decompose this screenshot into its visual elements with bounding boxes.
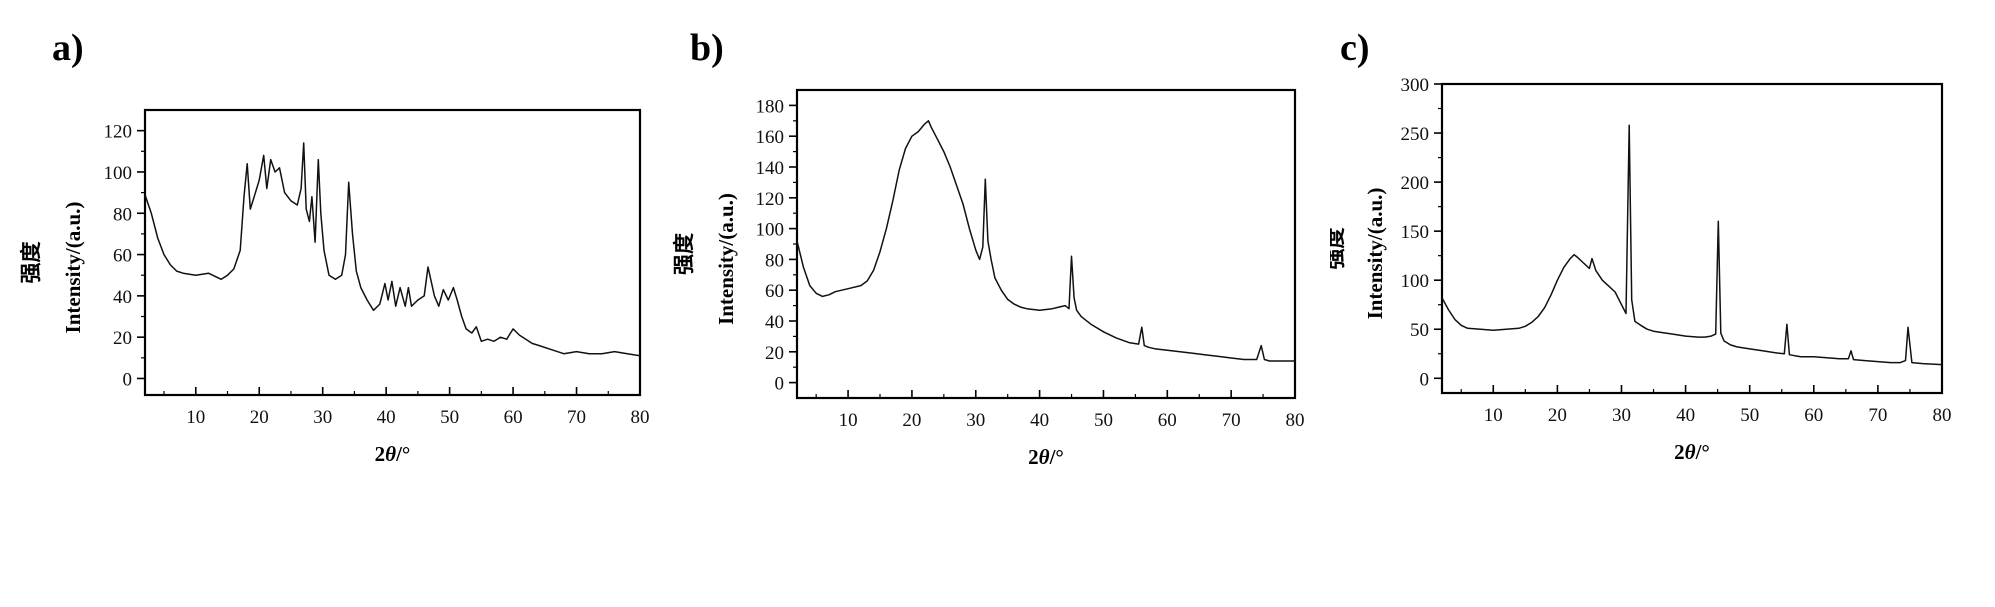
x-tick-label-b: 30 (966, 410, 985, 431)
y-axis-title-cn-c: 强度 (1330, 228, 1347, 270)
y-axis-title-cn-a: 强度 (19, 242, 43, 284)
x-axis-title-a: 2θ/° (375, 442, 411, 466)
x-tick-label-a: 60 (504, 407, 523, 428)
x-tick-label-b: 70 (1222, 410, 1241, 431)
x-tick-label-a: 50 (440, 407, 459, 428)
y-tick-label-c: 300 (1401, 75, 1430, 96)
xrd-series-line-a (144, 142, 641, 357)
y-axis-title-cn-b: 强度 (672, 233, 696, 275)
x-axis-title-c: 2θ/° (1674, 440, 1710, 464)
y-tick-label-a: 20 (113, 328, 132, 349)
y-tick-label-c: 250 (1401, 124, 1430, 145)
panel-label-b: b) (690, 27, 724, 69)
y-tick-label-a: 0 (123, 369, 133, 390)
y-tick-label-b: 80 (765, 250, 784, 271)
panel-b: b) 10 20 30 40 50 60 70 80 0 20 40 60 80 100 120 140 160 1… (665, 0, 1315, 607)
x-tick-label-a: 70 (567, 407, 586, 428)
x-axis-title-unit-b: /° (1049, 445, 1064, 469)
plot-frame-a (143, 108, 642, 397)
y-axis-title-a: Intensity/(a.u.) (61, 202, 85, 334)
x-tick-label-b: 20 (902, 410, 921, 431)
x-tick-label-a: 80 (631, 407, 650, 428)
x-tick-label-c: 80 (1933, 405, 1952, 426)
x-axis-title-unit-a: /° (395, 442, 410, 466)
xrd-chart-c: c) 10 20 30 40 50 60 70 80 0 50 100 150 200 250 300 2θ/°… (1330, 27, 1952, 464)
y-tick-label-b: 60 (765, 281, 784, 302)
y-tick-label-b: 0 (775, 374, 785, 395)
y-tick-label-b: 40 (765, 312, 784, 333)
plot-frame-b (795, 88, 1297, 400)
y-tick-label-a: 80 (113, 204, 132, 225)
panel-label-c: c) (1340, 27, 1370, 69)
x-tick-label-a: 20 (250, 407, 269, 428)
x-axis-title-prefix-a: 2 (375, 442, 386, 466)
x-tick-label-c: 20 (1548, 405, 1567, 426)
x-tick-label-c: 10 (1484, 405, 1503, 426)
y-tick-label-b: 180 (756, 96, 785, 117)
x-axis-title-symbol-c: θ (1685, 440, 1696, 464)
x-tick-label-c: 40 (1676, 405, 1695, 426)
x-axis-title-symbol-a: θ (385, 442, 396, 466)
panel-label-a: a) (52, 27, 84, 69)
x-tick-label-c: 50 (1740, 405, 1759, 426)
y-tick-label-b: 120 (756, 189, 785, 210)
x-tick-label-c: 60 (1804, 405, 1823, 426)
y-axis-title-c: Intensity/(a.u.) (1363, 188, 1387, 320)
x-axis-title-prefix-b: 2 (1028, 445, 1039, 469)
y-tick-label-c: 200 (1401, 173, 1430, 194)
y-tick-label-a: 100 (104, 163, 133, 184)
y-tick-label-c: 100 (1401, 271, 1430, 292)
x-tick-label-b: 50 (1094, 410, 1113, 431)
y-tick-label-b: 160 (756, 127, 785, 148)
y-tick-label-a: 40 (113, 287, 132, 308)
y-tick-label-b: 140 (756, 158, 785, 179)
xrd-series-line-c (1441, 124, 1943, 366)
panel-a: a) 10 20 30 40 50 60 70 80 0 20 40 60 80 100 120 2θ/° Int… (0, 0, 650, 607)
x-tick-label-b: 60 (1158, 410, 1177, 431)
x-tick-label-b: 10 (839, 410, 858, 431)
y-tick-label-c: 0 (1420, 369, 1430, 390)
x-axis-title-symbol-b: θ (1039, 445, 1050, 469)
x-tick-label-a: 40 (377, 407, 396, 428)
x-axis-title-unit-c: /° (1695, 440, 1710, 464)
y-tick-label-b: 100 (756, 220, 785, 241)
x-tick-label-b: 40 (1030, 410, 1049, 431)
y-tick-label-c: 150 (1401, 222, 1430, 243)
xrd-chart-b: b) 10 20 30 40 50 60 70 80 0 20 40 60 80 100 120 140 160 1… (672, 27, 1305, 469)
x-tick-label-a: 10 (186, 407, 205, 428)
x-tick-label-c: 30 (1612, 405, 1631, 426)
xrd-series-line-b (796, 120, 1295, 362)
x-tick-label-a: 30 (313, 407, 332, 428)
y-tick-label-a: 60 (113, 246, 132, 267)
xrd-chart-a: a) 10 20 30 40 50 60 70 80 0 20 40 60 80 100 120 2θ/° Int… (19, 27, 650, 466)
x-axis-title-prefix-c: 2 (1674, 440, 1685, 464)
y-tick-label-b: 20 (765, 343, 784, 364)
y-axis-title-b: Intensity/(a.u.) (714, 193, 738, 325)
x-tick-label-b: 80 (1286, 410, 1305, 431)
y-tick-label-c: 50 (1410, 320, 1429, 341)
plot-frame-c (1440, 82, 1944, 395)
y-tick-label-a: 120 (104, 122, 133, 143)
x-tick-label-c: 70 (1868, 405, 1887, 426)
x-axis-title-b: 2θ/° (1028, 445, 1064, 469)
panel-c: c) 10 20 30 40 50 60 70 80 0 50 100 150 200 250 300 2θ/°… (1330, 0, 1995, 607)
